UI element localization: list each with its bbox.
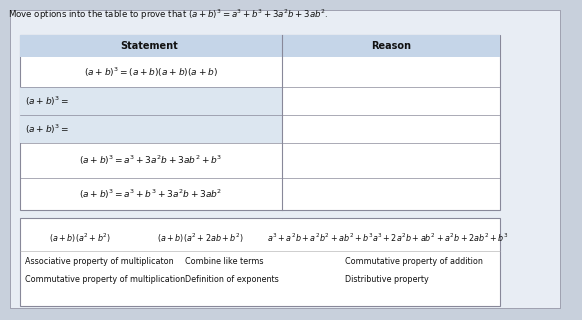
- Text: $(a+b)(a^2+b^2)$: $(a+b)(a^2+b^2)$: [49, 231, 111, 245]
- Text: $a^3+a^2b+a^2b^2+ab^2+b^3$: $a^3+a^2b+a^2b^2+ab^2+b^3$: [267, 232, 374, 244]
- Text: Commutative property of multiplication: Commutative property of multiplication: [25, 275, 185, 284]
- Text: Distributive property: Distributive property: [345, 275, 429, 284]
- FancyBboxPatch shape: [10, 10, 560, 308]
- Text: $(a + b)^3 = (a + b)(a + b)(a + b)$: $(a + b)^3 = (a + b)(a + b)(a + b)$: [84, 65, 218, 79]
- Text: $(a + b)^3 =$: $(a + b)^3 =$: [25, 122, 69, 136]
- Text: Move options into the table to prove that $(a + b)^3 = a^3 + b^3 + 3a^2b + 3ab^2: Move options into the table to prove tha…: [8, 8, 328, 22]
- FancyBboxPatch shape: [20, 35, 500, 57]
- Text: $(a + b)^3 = a^3 + 3a^2b + 3ab^2 + b^3$: $(a + b)^3 = a^3 + 3a^2b + 3ab^2 + b^3$: [79, 154, 222, 167]
- FancyBboxPatch shape: [20, 87, 282, 115]
- Text: $(a + b)^3 = a^3 + b^3 + 3a^2b + 3ab^2$: $(a + b)^3 = a^3 + b^3 + 3a^2b + 3ab^2$: [79, 187, 222, 201]
- Text: Associative property of multiplicaton: Associative property of multiplicaton: [25, 257, 173, 266]
- FancyBboxPatch shape: [20, 218, 500, 306]
- Text: $a^3+2a^2b+ab^2+a^2b+2ab^2+b^3$: $a^3+2a^2b+ab^2+a^2b+2ab^2+b^3$: [372, 232, 508, 244]
- Text: Statement: Statement: [120, 41, 179, 51]
- Text: Combine like terms: Combine like terms: [185, 257, 264, 266]
- Text: Reason: Reason: [371, 41, 411, 51]
- Text: Commutative property of addition: Commutative property of addition: [345, 257, 483, 266]
- FancyBboxPatch shape: [20, 115, 282, 143]
- Text: $(a + b)^3 =$: $(a + b)^3 =$: [25, 94, 69, 108]
- FancyBboxPatch shape: [20, 35, 500, 210]
- Text: $(a+b)(a^2+2ab+b^2)$: $(a+b)(a^2+2ab+b^2)$: [157, 231, 243, 245]
- Text: Definition of exponents: Definition of exponents: [185, 275, 279, 284]
